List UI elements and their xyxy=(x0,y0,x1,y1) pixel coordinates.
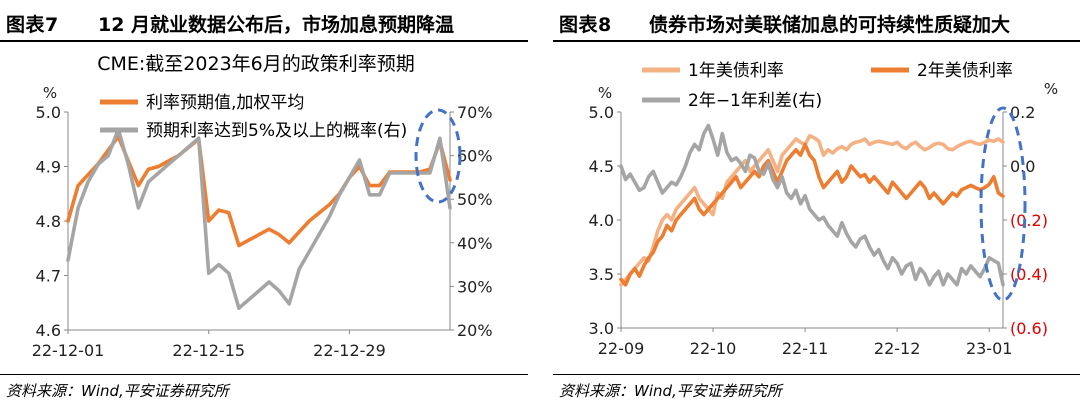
left-tick-label: 4.9 xyxy=(36,158,61,177)
left-tick-label: 4.5 xyxy=(589,157,614,176)
legend-label: 预期利率达到5%及以上的概率(右) xyxy=(146,121,407,141)
legend-label: 2年美债利率 xyxy=(917,61,1013,81)
x-tick-label: 22-12-29 xyxy=(313,341,386,360)
right-tick-label: 40% xyxy=(457,234,493,253)
x-tick-label: 22-10 xyxy=(690,339,737,358)
x-tick-label: 22-12 xyxy=(874,339,921,358)
left-tick-label: 5.0 xyxy=(589,103,614,122)
left-tick-label: 3.0 xyxy=(589,319,614,338)
left-tick-label: 4.0 xyxy=(589,211,614,230)
legend-label: 1年美债利率 xyxy=(688,61,784,81)
series-line-2 xyxy=(66,127,452,311)
right-figure-footer: 资料来源：Wind,平安证券研究所 xyxy=(553,374,1080,405)
x-tick-label: 22-12-01 xyxy=(32,341,105,360)
left-tick-label: 5.0 xyxy=(36,103,61,122)
right-tick-label: 20% xyxy=(457,321,493,340)
right-tick-label: (0.2) xyxy=(1010,211,1048,230)
left-source-note: 资料来源：Wind,平安证券研究所 xyxy=(6,382,229,400)
treasury-yield-chart: 3.03.54.04.55.0(0.6)(0.4)(0.2)0.00.2% %22… xyxy=(589,61,1059,358)
right-tick-label: 70% xyxy=(457,103,493,122)
right-figure-title: 债券市场对美联储加息的可持续性质疑加大 xyxy=(649,14,1011,36)
x-tick-label: 22-09 xyxy=(598,339,645,358)
right-tick-label: 30% xyxy=(457,277,493,296)
left-tick-label: 4.8 xyxy=(36,212,61,231)
right-figure-panel: 图表8 债券市场对美联储加息的可持续性质疑加大 3.0 3.5 4.0 4.5 5.0 (… xyxy=(553,0,1080,413)
right-tick-label: 60% xyxy=(457,147,493,166)
left-figure-header: 图表7 12 月就业数据公布后，市场加息预期降温 xyxy=(0,4,528,42)
right-axis-unit: % xyxy=(1044,80,1058,98)
cme-rate-expectation-chart: 4.6 4.7 4.8 4.9 5.0 20% 30% 40% 50% 60% 70%% 22-12-… xyxy=(32,53,493,360)
left-axis-unit: % xyxy=(43,84,57,102)
right-source-note: 资料来源：Wind,平安证券研究所 xyxy=(559,382,782,400)
right-figure-label: 图表8 xyxy=(559,14,612,36)
chart-title: CME:截至2023年6月的政策利率预期 xyxy=(97,53,415,75)
highlight-ellipse xyxy=(979,106,1027,302)
x-tick-label: 22-11 xyxy=(782,339,829,358)
series-line-3 xyxy=(619,123,1005,287)
x-tick-label: 22-12-15 xyxy=(172,341,245,360)
legend-label: 2年−1年利差(右) xyxy=(688,91,822,111)
left-figure-title: 12 月就业数据公布后，市场加息预期降温 xyxy=(98,14,455,36)
legend-label: 利率预期值,加权平均 xyxy=(146,93,304,113)
right-tick-label: 50% xyxy=(457,190,493,209)
series-line-1 xyxy=(619,134,1005,287)
right-tick-label: 0.2 xyxy=(1010,103,1035,122)
left-axis-unit: % xyxy=(598,84,612,102)
left-tick-label: 4.7 xyxy=(36,267,61,286)
right-tick-label: (0.6) xyxy=(1010,319,1048,338)
left-figure-label: 图表7 xyxy=(6,14,59,36)
right-tick-label: 0.0 xyxy=(1010,157,1035,176)
left-tick-label: 3.5 xyxy=(589,265,614,284)
right-figure-header: 图表8 债券市场对美联储加息的可持续性质疑加大 xyxy=(553,4,1080,42)
series-line-2 xyxy=(619,142,1005,287)
left-figure-panel: 图表7 12 月就业数据公布后，市场加息预期降温 4.6 4.7 4.8 4.9 5.0… xyxy=(0,0,528,413)
left-tick-label: 4.6 xyxy=(36,321,61,340)
x-tick-label: 23-01 xyxy=(966,339,1013,358)
highlight-ellipse xyxy=(414,108,462,204)
left-figure-footer: 资料来源：Wind,平安证券研究所 xyxy=(0,374,528,405)
